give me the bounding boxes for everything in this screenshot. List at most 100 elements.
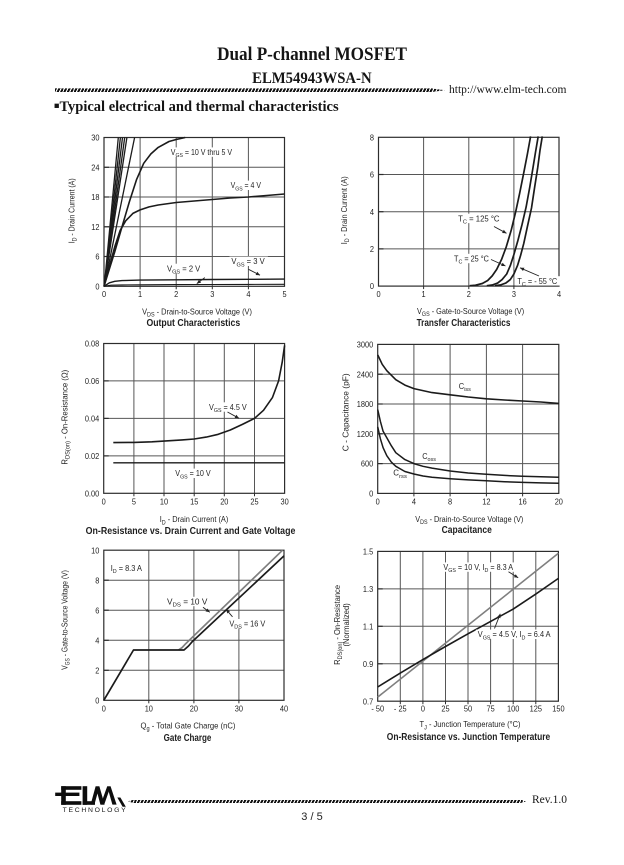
svg-text:RDS(on)​ - On-Resistance(Norma: RDS(on)​ - On-Resistance(Normalized) — [332, 585, 351, 665]
svg-text:4: 4 — [412, 497, 417, 507]
svg-text:- 50: - 50 — [371, 704, 384, 714]
svg-text:0.02: 0.02 — [85, 451, 100, 461]
svg-text:0: 0 — [369, 489, 374, 499]
svg-text:2: 2 — [370, 244, 375, 254]
svg-text:24: 24 — [91, 163, 100, 173]
svg-text:VGS​ = 2 V: VGS​ = 2 V — [167, 264, 201, 275]
svg-text:6: 6 — [370, 170, 375, 180]
svg-text:Coss​: Coss​ — [422, 452, 436, 463]
svg-text:10: 10 — [160, 497, 169, 507]
svg-text:0: 0 — [102, 704, 107, 714]
svg-text:3: 3 — [512, 290, 517, 300]
svg-text:0.06: 0.06 — [85, 377, 100, 387]
svg-text:VGS​ = 4.5 V, ID​ = 6.4 A: VGS​ = 4.5 V, ID​ = 6.4 A — [478, 630, 552, 641]
svg-text:On-Resistance vs. Junction Tem: On-Resistance vs. Junction Temperature — [387, 731, 551, 742]
svg-text:40: 40 — [280, 704, 289, 714]
svg-text:20: 20 — [220, 497, 229, 507]
svg-text:0: 0 — [102, 497, 107, 507]
svg-text:8: 8 — [370, 133, 375, 143]
svg-text:Ciss​: Ciss​ — [459, 382, 471, 393]
svg-text:0.7: 0.7 — [363, 697, 374, 707]
svg-text:16: 16 — [518, 497, 527, 507]
svg-text:6: 6 — [95, 252, 100, 262]
svg-text:TC​ = 125 °C: TC​ = 125 °C — [458, 214, 500, 225]
svg-text:10: 10 — [91, 546, 100, 556]
svg-text:0: 0 — [421, 704, 426, 714]
svg-text:VDS​ = 16 V: VDS​ = 16 V — [229, 619, 266, 630]
svg-text:VGS​ = 10 V, ID​ = 8.3 A: VGS​ = 10 V, ID​ = 8.3 A — [443, 563, 514, 574]
svg-text:0: 0 — [95, 282, 100, 292]
svg-text:0: 0 — [370, 282, 375, 292]
svg-text:0.9: 0.9 — [363, 659, 374, 669]
svg-text:VDS​ - Drain-to-Source Voltage: VDS​ - Drain-to-Source Voltage (V) — [142, 307, 252, 319]
svg-text:12: 12 — [482, 497, 491, 507]
svg-text:VGS​ = 10 V thru 5 V: VGS​ = 10 V thru 5 V — [171, 148, 232, 160]
svg-text:8: 8 — [448, 497, 453, 507]
svg-text:2400: 2400 — [357, 370, 374, 380]
svg-text:0: 0 — [95, 696, 100, 706]
svg-text:25: 25 — [441, 704, 450, 714]
svg-text:30: 30 — [91, 133, 100, 143]
svg-text:0.08: 0.08 — [85, 339, 100, 349]
svg-text:18: 18 — [91, 193, 100, 203]
svg-text:TC​ = - 55 °C: TC​ = - 55 °C — [517, 277, 557, 288]
svg-text:5: 5 — [282, 290, 287, 300]
svg-text:On-Resistance vs. Drain Curren: On-Resistance vs. Drain Current and Gate… — [86, 526, 296, 538]
svg-text:20: 20 — [555, 497, 564, 507]
svg-text:Crss​: Crss​ — [393, 469, 407, 480]
svg-text:1.5: 1.5 — [363, 547, 374, 557]
svg-text:Capacitance: Capacitance — [442, 523, 492, 535]
svg-text:6: 6 — [95, 606, 100, 616]
svg-text:20: 20 — [190, 704, 199, 714]
svg-text:1: 1 — [422, 290, 427, 300]
svg-text:4: 4 — [246, 290, 251, 300]
svg-text:Qg​ - Total Gate Charge (nC): Qg​ - Total Gate Charge (nC) — [141, 721, 236, 733]
svg-text:3000: 3000 — [357, 340, 374, 350]
svg-text:30: 30 — [280, 497, 289, 507]
svg-text:C - Capacitance (pF): C - Capacitance (pF) — [340, 373, 350, 451]
svg-text:0.04: 0.04 — [85, 414, 100, 424]
svg-text:30: 30 — [235, 704, 244, 714]
svg-text:ID​ - Drain Current (A): ID​ - Drain Current (A) — [339, 176, 351, 244]
svg-text:0: 0 — [376, 290, 381, 300]
svg-text:4: 4 — [95, 636, 100, 646]
svg-text:VGS​ = 10 V: VGS​ = 10 V — [175, 469, 210, 481]
svg-text:15: 15 — [190, 497, 199, 507]
svg-text:12: 12 — [91, 222, 100, 232]
svg-text:ID​ = 8.3 A: ID​ = 8.3 A — [111, 564, 143, 575]
svg-text:Gate Charge: Gate Charge — [164, 732, 212, 743]
svg-text:RDS(on)​ - On-Resistance (Ω): RDS(on)​ - On-Resistance (Ω) — [60, 370, 72, 465]
svg-text:100: 100 — [507, 704, 520, 714]
svg-text:TECHNOLOGY: TECHNOLOGY — [63, 807, 128, 814]
svg-text:50: 50 — [464, 704, 473, 714]
svg-text:8: 8 — [95, 576, 100, 586]
svg-text:25: 25 — [250, 497, 259, 507]
svg-text:- 25: - 25 — [394, 704, 407, 714]
svg-text:1: 1 — [138, 290, 143, 300]
svg-text:VGS​ - Gate-to-Source Voltage: VGS​ - Gate-to-Source Voltage (V) — [60, 570, 72, 670]
svg-text:150: 150 — [552, 704, 565, 714]
svg-text:0: 0 — [376, 497, 381, 507]
svg-text:2: 2 — [174, 290, 179, 300]
svg-text:0.00: 0.00 — [85, 489, 100, 499]
svg-text:1200: 1200 — [357, 429, 374, 439]
svg-text:1.3: 1.3 — [363, 584, 374, 594]
svg-text:Transfer Characteristics: Transfer Characteristics — [417, 317, 511, 328]
svg-text:1.1: 1.1 — [363, 622, 374, 632]
svg-text:125: 125 — [530, 704, 543, 714]
svg-text:VGS​ = 4.5 V: VGS​ = 4.5 V — [209, 403, 248, 414]
svg-text:4: 4 — [557, 290, 562, 300]
svg-text:5: 5 — [132, 497, 137, 507]
svg-text:TJ​ - Junction Temperature (°C: TJ​ - Junction Temperature (°C) — [420, 720, 521, 732]
svg-text:2: 2 — [95, 666, 100, 676]
svg-text:10: 10 — [145, 704, 154, 714]
svg-text:ID​ - Drain Current (A): ID​ - Drain Current (A) — [67, 178, 79, 243]
svg-text:VDS​ = 10 V: VDS​ = 10 V — [167, 598, 208, 609]
svg-text:VDS​ - Drain-to-Source Voltage: VDS​ - Drain-to-Source Voltage (V) — [415, 514, 523, 526]
svg-text:3: 3 — [210, 290, 215, 300]
svg-text:Output Characteristics: Output Characteristics — [146, 318, 240, 330]
svg-text:4: 4 — [370, 207, 375, 217]
svg-text:0: 0 — [102, 290, 107, 300]
svg-text:ID​ - Drain Current (A): ID​ - Drain Current (A) — [160, 515, 229, 527]
svg-text:600: 600 — [361, 459, 374, 469]
